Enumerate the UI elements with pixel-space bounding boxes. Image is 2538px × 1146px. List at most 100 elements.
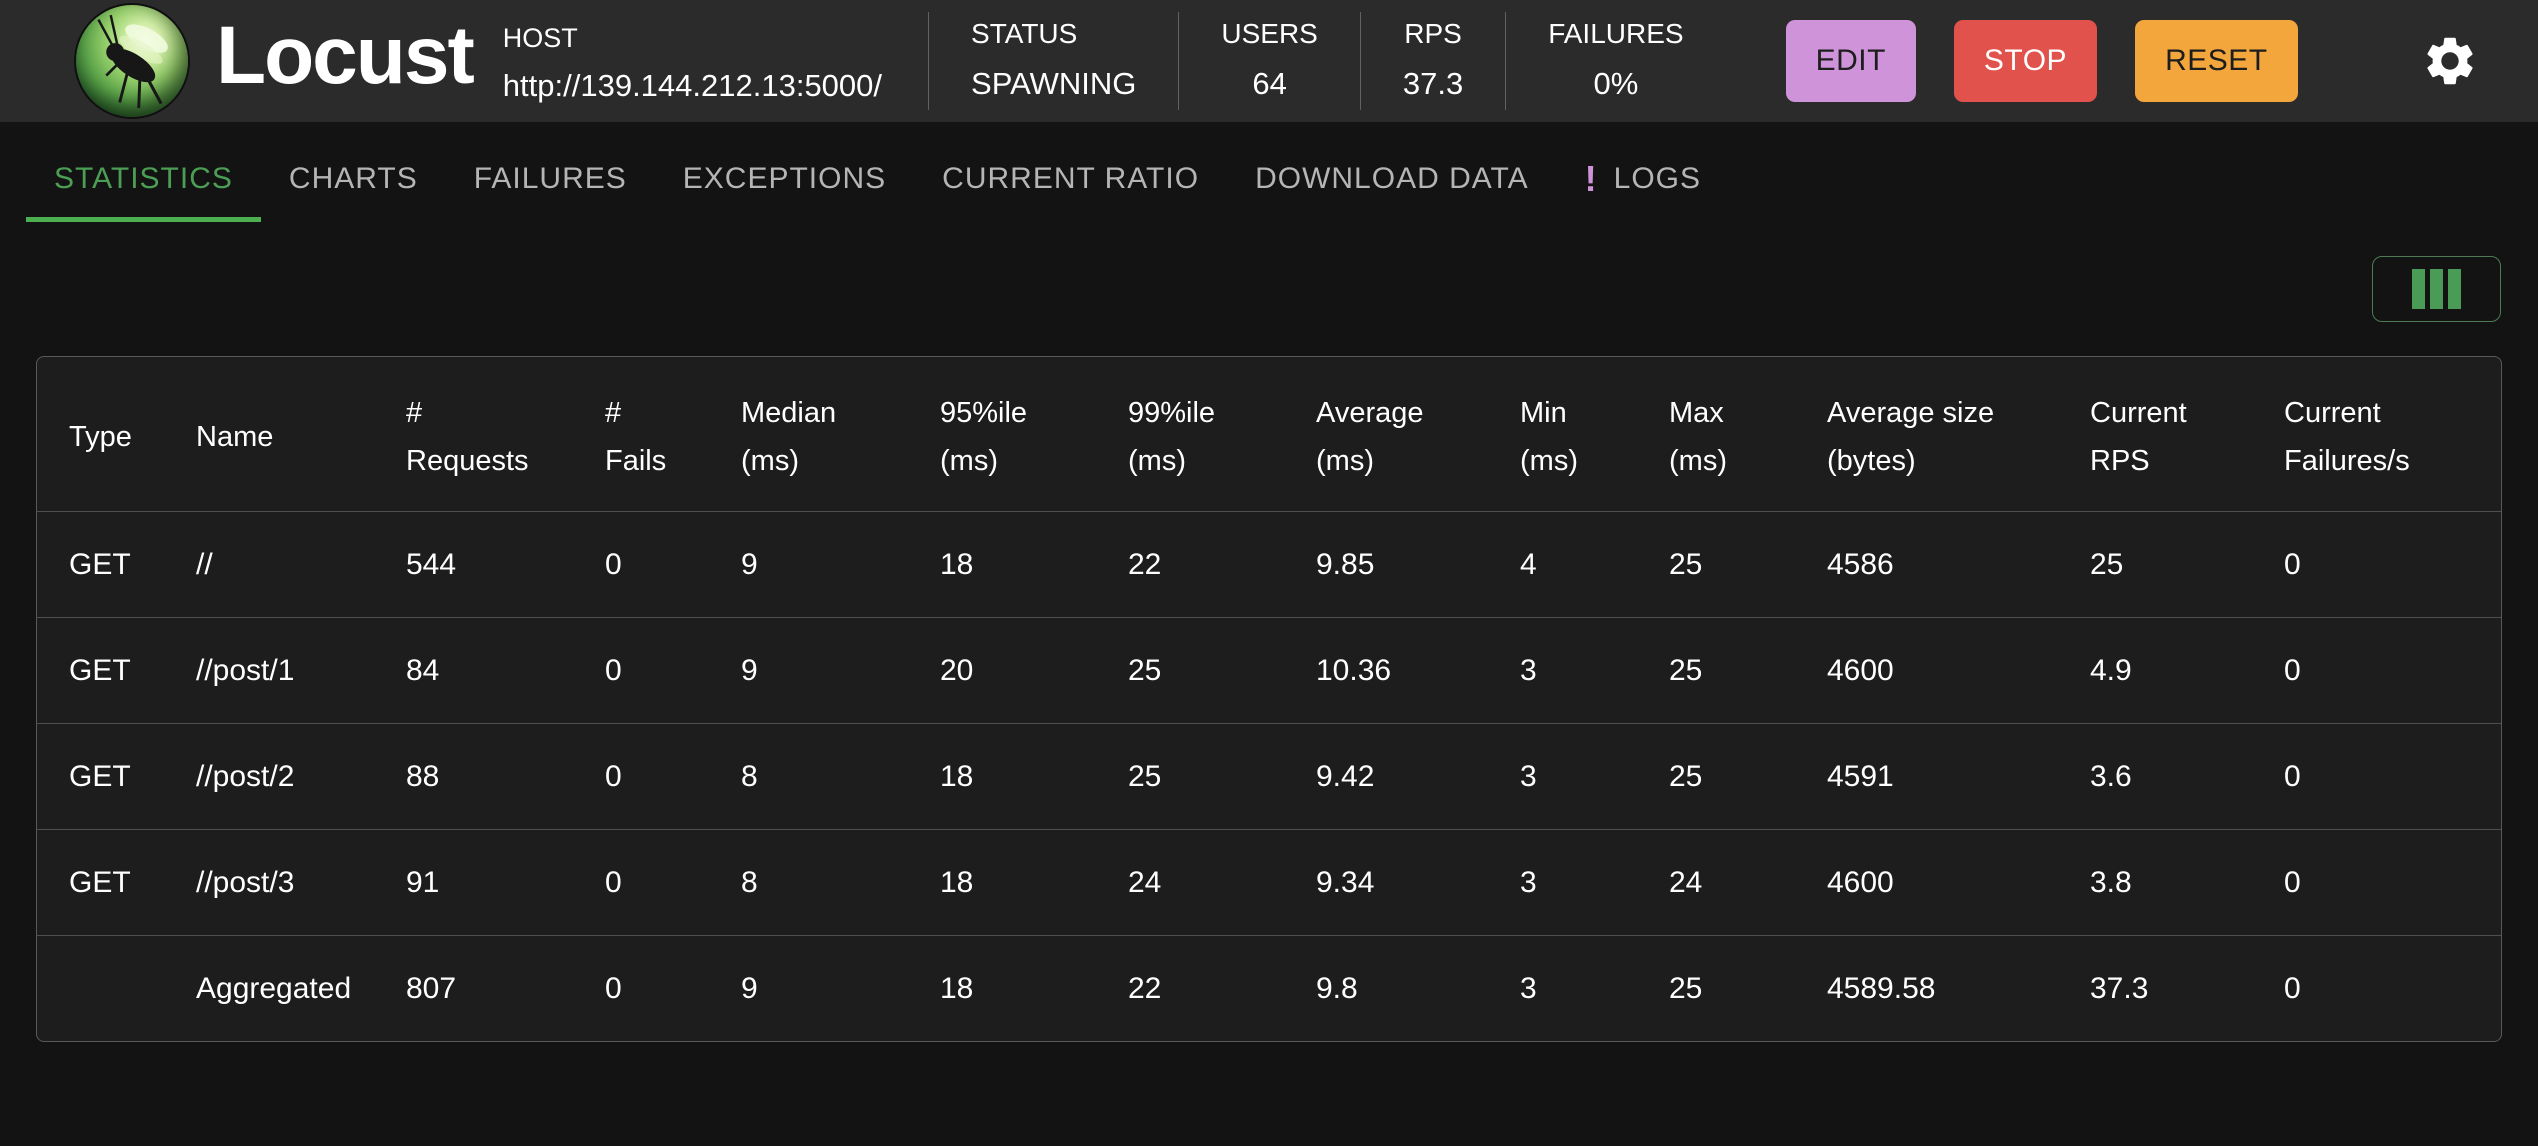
- cell-min: 3: [1488, 723, 1637, 830]
- column-header-p99[interactable]: 99%ile (ms): [1096, 357, 1284, 512]
- column-header-line2: (ms): [741, 445, 799, 477]
- column-header-line1: Name: [196, 421, 274, 453]
- locust-silhouette: [97, 14, 168, 109]
- cell-type: [37, 935, 164, 1041]
- tab-logs[interactable]: ! LOGS: [1557, 136, 1729, 222]
- tab-charts[interactable]: CHARTS: [261, 136, 446, 222]
- stop-button[interactable]: STOP: [1953, 20, 2098, 102]
- cell-p95: 18: [908, 935, 1096, 1041]
- header-buttons: EDIT STOP RESET: [1785, 20, 2298, 102]
- table-row-aggregated: Aggregated 807 0 9 18 22 9.8 3 25 4589.58 37.3 0: [37, 935, 2501, 1041]
- cell-min: 3: [1488, 617, 1637, 724]
- app-title: Locust: [216, 10, 475, 101]
- cell-average: 10.36: [1284, 617, 1488, 724]
- column-header-line1: Median: [741, 397, 837, 429]
- statistics-table-header: Type Name # Requests # Fails Median (ms) 95%ile (…: [37, 357, 2501, 512]
- reset-button[interactable]: RESET: [2135, 20, 2298, 102]
- stat-users: USERS 64: [1178, 12, 1359, 110]
- column-header-median[interactable]: Median (ms): [709, 357, 908, 512]
- column-header-max[interactable]: Max (ms): [1637, 357, 1795, 512]
- cell-current-rps: 3.8: [2058, 829, 2252, 936]
- column-header-current-fails[interactable]: Current Failures/s: [2252, 357, 2501, 512]
- stat-status: STATUS SPAWNING: [928, 12, 1178, 110]
- cell-fails: 0: [573, 935, 709, 1041]
- column-header-type[interactable]: Type: [37, 357, 164, 512]
- cell-type: GET: [37, 829, 164, 936]
- stat-label: FAILURES: [1548, 18, 1684, 49]
- cell-avg-size: 4591: [1795, 723, 2058, 830]
- column-header-min[interactable]: Min (ms): [1488, 357, 1637, 512]
- column-header-avg-size[interactable]: Average size (bytes): [1795, 357, 2058, 512]
- tab-download-data[interactable]: DOWNLOAD DATA: [1227, 136, 1557, 222]
- columns-icon: [2412, 269, 2461, 309]
- column-header-average[interactable]: Average (ms): [1284, 357, 1488, 512]
- column-header-line2: Requests: [406, 445, 529, 477]
- cell-min: 4: [1488, 511, 1637, 618]
- tab-label: DOWNLOAD DATA: [1255, 162, 1529, 195]
- tab-exceptions[interactable]: EXCEPTIONS: [655, 136, 914, 222]
- cell-p99: 25: [1096, 723, 1284, 830]
- column-header-line1: Type: [69, 421, 132, 453]
- tab-statistics[interactable]: STATISTICS: [26, 136, 261, 222]
- cell-name: //post/2: [164, 723, 374, 830]
- cell-max: 25: [1637, 723, 1795, 830]
- cell-current-rps: 4.9: [2058, 617, 2252, 724]
- column-header-name[interactable]: Name: [164, 357, 374, 512]
- table-row-post-3: GET//post/3 91 0 8 18 24 9.34 3 24 4600 3.8 0: [37, 829, 2501, 936]
- cell-p99: 22: [1096, 511, 1284, 618]
- table-row-post-2: GET//post/2 88 0 8 18 25 9.42 3 25 4591 3.6 0: [37, 723, 2501, 830]
- cell-p99: 22: [1096, 935, 1284, 1041]
- settings-button[interactable]: [2410, 21, 2490, 101]
- column-header-line1: Max: [1669, 397, 1724, 429]
- cell-max: 25: [1637, 935, 1795, 1041]
- cell-requests: 84: [374, 617, 573, 724]
- column-header-line1: #: [605, 397, 622, 429]
- column-header-line1: #: [406, 397, 423, 429]
- cell-median: 9: [709, 935, 908, 1041]
- cell-min: 3: [1488, 935, 1637, 1041]
- column-header-line1: Min: [1520, 397, 1567, 429]
- cell-fails: 0: [573, 723, 709, 830]
- tab-label: STATISTICS: [54, 162, 233, 195]
- cell-avg-size: 4600: [1795, 829, 2058, 936]
- column-header-p95[interactable]: 95%ile (ms): [908, 357, 1096, 512]
- stat-value: SPAWNING: [971, 66, 1137, 101]
- table-toolbar: [37, 256, 2501, 322]
- tab-current-ratio[interactable]: CURRENT RATIO: [914, 136, 1227, 222]
- cell-current-fails: 0: [2252, 829, 2501, 936]
- column-header-line1: 95%ile: [940, 397, 1028, 429]
- column-header-line1: Current: [2090, 397, 2187, 429]
- gear-icon: [2427, 37, 2473, 85]
- column-header-current-rps[interactable]: Current RPS: [2058, 357, 2252, 512]
- column-header-fails[interactable]: # Fails: [573, 357, 709, 512]
- column-header-line2: (ms): [1128, 445, 1186, 477]
- header-row: Type Name # Requests # Fails Median (ms) 95%ile (…: [37, 357, 2501, 512]
- tab-label: CURRENT RATIO: [942, 162, 1200, 195]
- cell-min: 3: [1488, 829, 1637, 936]
- header-stats: STATUS SPAWNING USERS 64 RPS 37.3 FAILURES 0%: [928, 12, 1726, 110]
- cell-current-rps: 3.6: [2058, 723, 2252, 830]
- column-header-line1: Average: [1316, 397, 1424, 429]
- cell-current-rps: 37.3: [2058, 935, 2252, 1041]
- cell-name: Aggregated: [164, 935, 374, 1041]
- table-row-post-1: GET//post/1 84 0 9 20 25 10.36 3 25 4600 4.9 0: [37, 617, 2501, 724]
- cell-average: 9.34: [1284, 829, 1488, 936]
- statistics-table-body: GET//544 0 9 18 22 9.85 4 25 4586 25 0 GET//post/1 8…: [37, 511, 2501, 1041]
- tab-label: FAILURES: [473, 162, 627, 195]
- cell-avg-size: 4600: [1795, 617, 2058, 724]
- cell-current-fails: 0: [2252, 935, 2501, 1041]
- cell-type: GET: [37, 723, 164, 830]
- cell-requests: 88: [374, 723, 573, 830]
- cell-median: 9: [709, 511, 908, 618]
- column-header-line2: (ms): [1669, 445, 1727, 477]
- column-selector-button[interactable]: [2372, 256, 2501, 322]
- cell-current-fails: 0: [2252, 617, 2501, 724]
- column-header-line1: Average size: [1827, 397, 1995, 429]
- column-header-requests[interactable]: # Requests: [374, 357, 573, 512]
- edit-button[interactable]: EDIT: [1785, 20, 1916, 102]
- cell-p99: 25: [1096, 617, 1284, 724]
- cell-name: //post/1: [164, 617, 374, 724]
- statistics-table-card: Type Name # Requests # Fails Median (ms) 95%ile (…: [36, 356, 2502, 1042]
- tab-failures[interactable]: FAILURES: [446, 136, 655, 222]
- stat-failures: FAILURES 0%: [1505, 12, 1725, 110]
